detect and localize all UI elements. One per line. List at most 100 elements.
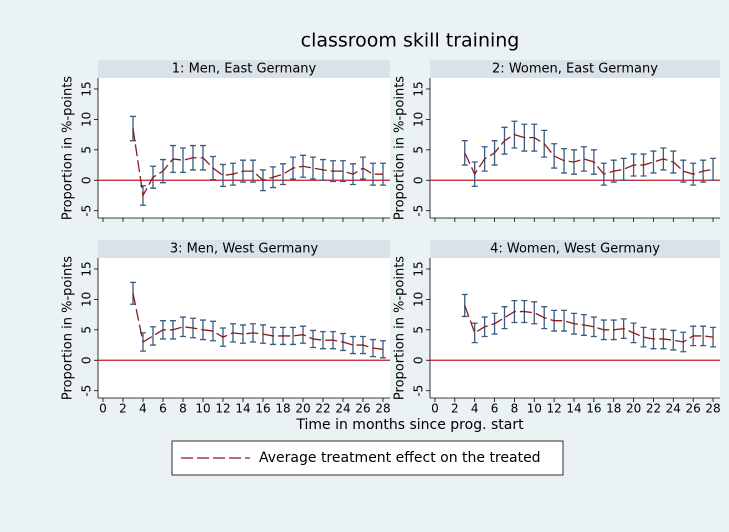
error-bar xyxy=(710,157,717,181)
error-bar xyxy=(461,140,468,166)
y-tick-label: 0 xyxy=(80,356,94,364)
x-tick-label: 16 xyxy=(586,402,601,416)
error-bar xyxy=(580,146,587,172)
x-tick-label: 26 xyxy=(355,402,370,416)
x-tick-label: 22 xyxy=(646,402,661,416)
y-tick-label: 5 xyxy=(412,146,426,154)
x-tick-label: 20 xyxy=(626,402,641,416)
error-bar xyxy=(561,309,568,332)
data-line xyxy=(132,128,383,198)
y-tick-label: 0 xyxy=(80,176,94,184)
y-tick-label: 0 xyxy=(412,176,426,184)
error-bar xyxy=(180,316,186,338)
x-tick-label: 24 xyxy=(335,402,350,416)
x-tick-label: 0 xyxy=(99,402,107,416)
error-bar xyxy=(340,160,346,183)
legend-label: Average treatment effect on the treated xyxy=(259,450,541,466)
x-tick-label: 28 xyxy=(375,402,390,416)
chart-title: classroom skill training xyxy=(301,30,520,52)
x-tick-label: 8 xyxy=(511,402,519,416)
error-bar xyxy=(220,163,226,187)
error-bar xyxy=(180,147,186,173)
y-axis-label: Proportion in %-points xyxy=(393,256,408,400)
x-tick-label: 28 xyxy=(705,402,720,416)
y-axis-label: Proportion in %-points xyxy=(61,256,76,400)
panel-title: 2: Women, East Germany xyxy=(492,62,658,77)
x-tick-label: 2 xyxy=(451,402,459,416)
x-tick-label: 4 xyxy=(471,402,479,416)
y-tick-label: 15 xyxy=(80,261,94,276)
x-tick-label: 12 xyxy=(215,402,230,416)
data-line xyxy=(132,293,384,350)
panel-title: 4: Women, West Germany xyxy=(490,242,660,257)
error-bar xyxy=(290,326,296,346)
y-tick-label: 0 xyxy=(412,356,426,364)
x-tick-label: 4 xyxy=(139,402,147,416)
y-tick-label: 10 xyxy=(80,292,94,307)
error-bar xyxy=(280,163,286,186)
y-tick-label: 5 xyxy=(80,326,94,334)
x-tick-label: 18 xyxy=(606,402,621,416)
error-bar xyxy=(370,162,376,186)
x-tick-label: 14 xyxy=(566,402,581,416)
y-tick-label: 10 xyxy=(80,112,94,127)
y-axis-label: Proportion in %-points xyxy=(61,76,76,220)
x-tick-label: 22 xyxy=(315,402,330,416)
x-tick-label: 0 xyxy=(431,402,439,416)
x-tick-label: 10 xyxy=(527,402,542,416)
error-bar xyxy=(700,325,707,347)
error-bar xyxy=(380,340,386,359)
panel-header xyxy=(98,60,390,78)
panel-title: 1: Men, East Germany xyxy=(172,62,317,77)
error-bar xyxy=(501,306,508,330)
x-tick-label: 12 xyxy=(547,402,562,416)
error-bar xyxy=(240,324,246,344)
data-line xyxy=(464,305,714,343)
panel-header xyxy=(430,60,720,78)
y-tick-label: 10 xyxy=(412,112,426,127)
error-bar xyxy=(590,316,597,338)
panel-title: 3: Men, West Germany xyxy=(170,242,319,257)
plot-area xyxy=(430,258,720,398)
x-axis-label: Time in months since prog. start xyxy=(295,417,524,433)
x-tick-label: 6 xyxy=(491,402,499,416)
x-tick-label: 6 xyxy=(159,402,167,416)
x-tick-label: 26 xyxy=(686,402,701,416)
error-bar xyxy=(710,326,717,348)
x-tick-label: 20 xyxy=(295,402,310,416)
y-tick-label: -5 xyxy=(412,385,426,397)
error-bar xyxy=(350,335,356,355)
error-bar xyxy=(471,322,478,344)
y-tick-label: 15 xyxy=(412,81,426,96)
error-bar xyxy=(150,326,156,346)
error-bar xyxy=(670,329,677,351)
plot-area xyxy=(430,78,720,218)
data-line xyxy=(464,133,714,176)
error-bar xyxy=(531,301,538,325)
x-tick-label: 8 xyxy=(179,402,187,416)
error-bar xyxy=(650,150,657,174)
x-tick-label: 14 xyxy=(235,402,250,416)
y-tick-label: 5 xyxy=(80,146,94,154)
y-tick-label: 10 xyxy=(412,292,426,307)
x-tick-label: 10 xyxy=(195,402,210,416)
x-tick-label: 18 xyxy=(275,402,290,416)
panel-header xyxy=(430,240,720,258)
y-tick-label: 5 xyxy=(412,326,426,334)
plot-area xyxy=(98,78,390,218)
error-bar xyxy=(680,159,687,183)
error-bar xyxy=(320,331,326,350)
y-tick-label: 15 xyxy=(412,261,426,276)
x-tick-label: 2 xyxy=(119,402,127,416)
y-tick-label: 15 xyxy=(80,81,94,96)
x-tick-label: 16 xyxy=(255,402,270,416)
panel-header xyxy=(98,240,390,258)
x-tick-label: 24 xyxy=(666,402,681,416)
y-axis-label: Proportion in %-points xyxy=(393,76,408,220)
y-tick-label: -5 xyxy=(80,205,94,217)
plot-area xyxy=(98,258,390,398)
y-tick-label: -5 xyxy=(412,205,426,217)
error-bar xyxy=(310,156,316,180)
y-tick-label: -5 xyxy=(80,385,94,397)
